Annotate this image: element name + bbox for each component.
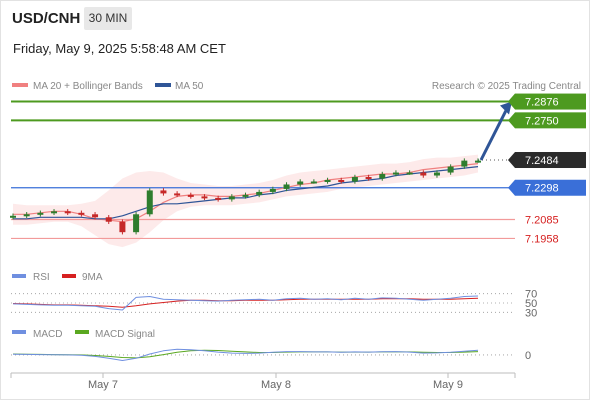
candle-body — [187, 194, 194, 197]
target-1-label: 7.2750 — [525, 115, 559, 127]
candle-body — [338, 179, 345, 182]
credit-label: Research © 2025 Trading Central — [432, 81, 581, 92]
candle-body — [379, 174, 386, 179]
candle-body — [160, 190, 167, 194]
pivot-label-pointer — [508, 179, 515, 196]
macd-line — [12, 348, 479, 361]
rsi-legend-swatch — [12, 274, 26, 278]
target-1-label-box — [515, 112, 586, 129]
candle-body — [392, 172, 399, 175]
timeframe-button[interactable]: 30 MIN — [84, 7, 132, 30]
candle-body — [420, 172, 427, 176]
candle-body — [51, 211, 58, 214]
last-label-pointer — [508, 152, 515, 169]
candle-body — [146, 190, 153, 215]
candle-body — [433, 172, 440, 176]
rsi-ma-legend-label: 9MA — [82, 272, 103, 283]
macd-zero-label: 0 — [525, 350, 531, 362]
rsi-level-label: 30 — [525, 307, 537, 319]
projection-arrow-head — [500, 101, 512, 115]
target-2-label-pointer — [508, 93, 515, 110]
candle-body — [78, 212, 85, 215]
candle-body — [310, 181, 317, 184]
candle-body — [119, 221, 126, 233]
macd-signal-legend-swatch — [75, 330, 89, 334]
candle-body — [324, 179, 331, 182]
rsi-ma-legend-swatch — [62, 274, 76, 278]
target-2-label: 7.2876 — [525, 97, 559, 109]
pivot-label: 7.2298 — [525, 183, 559, 195]
candle-body — [351, 177, 358, 182]
macd-signal-line — [12, 349, 479, 359]
candle-body — [269, 188, 276, 192]
datetime-label: Friday, May 9, 2025 5:58:48 AM CET — [13, 41, 226, 56]
last-label: 7.2484 — [525, 155, 559, 167]
candle-body — [297, 181, 304, 185]
ma20-legend-label: MA 20 + Bollinger Bands — [33, 81, 143, 92]
candle-body — [37, 212, 44, 215]
x-tick-label: May 9 — [433, 379, 463, 391]
rsi-line — [12, 295, 479, 311]
ma20-legend-swatch — [12, 83, 28, 87]
candle-body — [447, 166, 454, 173]
candle-body — [365, 177, 372, 180]
candle-body — [461, 160, 468, 167]
candle-body — [64, 211, 71, 214]
candle-body — [406, 172, 413, 175]
candle-body — [228, 196, 235, 200]
x-tick-label: May 8 — [261, 379, 291, 391]
candle-body — [475, 160, 481, 163]
candle-body — [23, 214, 30, 217]
macd-legend-swatch — [12, 330, 26, 334]
rsi-level-label: 70 — [525, 289, 537, 301]
candle-body — [242, 194, 249, 197]
pivot-label-box — [515, 179, 586, 196]
candle-body — [201, 196, 208, 199]
symbol-title: USD/CNH — [12, 10, 81, 27]
projection-arrow-line — [479, 107, 509, 161]
support-1-label: 7.2085 — [525, 215, 559, 227]
macd-legend-label: MACD — [33, 329, 62, 340]
ma50-legend-label: MA 50 — [175, 81, 204, 92]
target-1-label-pointer — [508, 112, 515, 129]
rsi-level-label: 50 — [525, 298, 537, 310]
last-label-box — [515, 152, 586, 169]
macd-signal-legend-label: MACD Signal — [95, 329, 155, 340]
support-2-label: 7.1958 — [525, 233, 559, 245]
candle-body — [10, 215, 16, 218]
candle-body — [174, 193, 181, 196]
target-2-label-box — [515, 93, 586, 110]
bollinger-band — [13, 154, 478, 248]
candle-body — [133, 214, 140, 233]
candle-body — [215, 197, 222, 200]
candle-body — [256, 191, 263, 195]
candle-body — [283, 184, 290, 189]
candle-body — [92, 214, 99, 218]
candle-body — [105, 217, 112, 222]
rsi-legend-label: RSI — [33, 272, 50, 283]
ma50-legend-swatch — [155, 83, 171, 87]
x-tick-label: May 7 — [88, 379, 118, 391]
